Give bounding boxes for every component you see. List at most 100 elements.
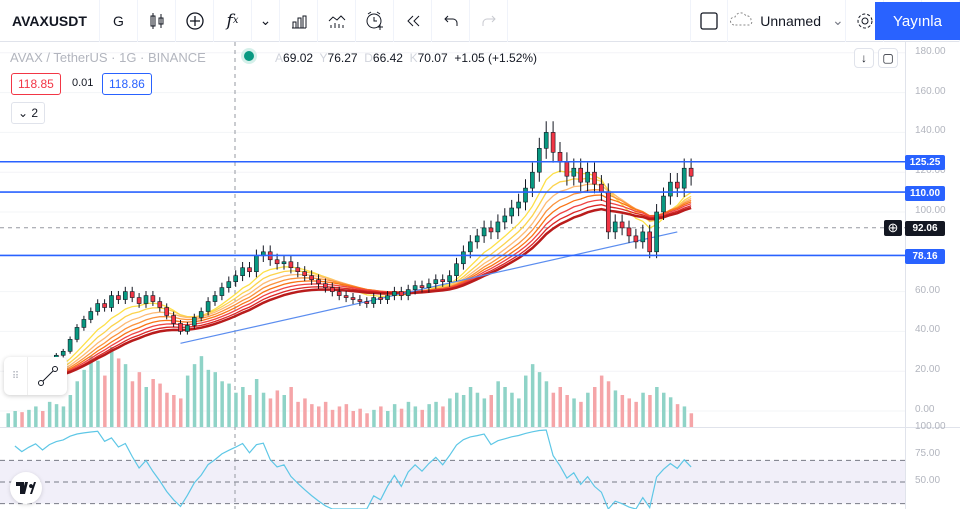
- volume-bar: [103, 375, 107, 427]
- volume-bar: [675, 404, 680, 427]
- volume-bar: [468, 387, 473, 427]
- volume-bar: [572, 398, 576, 427]
- volume-bar: [254, 379, 259, 427]
- open-value: 69.02: [283, 51, 314, 65]
- price-axis-label: 140.00: [915, 125, 946, 137]
- candle-body: [357, 299, 363, 302]
- candle-body: [647, 231, 653, 253]
- interval-button[interactable]: G: [100, 0, 138, 42]
- volume-bar: [372, 409, 376, 427]
- volume-bar: [185, 375, 190, 427]
- symbol-legend[interactable]: AVAX / TetherUS · 1G · BINANCE: [10, 50, 206, 65]
- candle-body: [95, 303, 100, 312]
- candle-body: [157, 301, 163, 308]
- undo-icon[interactable]: [432, 0, 470, 42]
- market-status-dot: [244, 51, 254, 61]
- candle-body: [81, 319, 87, 328]
- rsi-line: [14, 429, 692, 509]
- ema-ribbon-line: [35, 194, 692, 380]
- add-compare-icon[interactable]: [176, 0, 214, 42]
- candle-body: [274, 259, 280, 265]
- volume-bar: [296, 401, 300, 427]
- drag-handle-icon[interactable]: ⠿: [4, 357, 28, 395]
- redo-icon[interactable]: [470, 0, 508, 42]
- publish-button[interactable]: Yayınla: [875, 2, 960, 40]
- candle-body: [254, 255, 259, 272]
- volume-bar: [530, 364, 535, 427]
- replay-icon[interactable]: [394, 0, 432, 42]
- volume-bar: [537, 372, 542, 427]
- candle-body: [495, 221, 501, 233]
- candle-body: [605, 191, 611, 233]
- candle-body: [654, 211, 659, 253]
- candle-body: [578, 167, 584, 183]
- volume-bar: [227, 383, 231, 427]
- candle-body: [378, 297, 383, 300]
- volume-bar: [682, 406, 687, 427]
- volume-bar: [220, 381, 224, 427]
- volume-bar: [192, 364, 197, 427]
- volume-bar: [330, 409, 335, 427]
- level-price-tag: 110.00: [905, 185, 945, 201]
- volume-bar: [579, 401, 583, 427]
- trend-line-tool-icon[interactable]: [28, 357, 67, 395]
- volume-bar: [20, 412, 24, 427]
- add-alert-plus-icon[interactable]: ⊕: [884, 219, 902, 236]
- volume-bar: [248, 395, 252, 427]
- collapse-indicators-button[interactable]: ⌄ 2: [11, 102, 46, 124]
- sell-price[interactable]: 118.85: [11, 73, 61, 95]
- volume-bar: [427, 404, 431, 427]
- templates-icon[interactable]: [280, 0, 318, 42]
- volume-bar: [165, 392, 169, 427]
- candle-body: [129, 291, 135, 298]
- tradingview-logo[interactable]: [10, 472, 42, 504]
- price-axis-label: 20.00: [915, 364, 941, 376]
- volume-bar: [130, 381, 135, 427]
- replay-compare-icon[interactable]: [318, 0, 356, 42]
- scroll-to-latest-button[interactable]: ↓: [854, 48, 874, 68]
- price-axis-label: 160.00: [915, 85, 946, 97]
- volume-bar: [599, 375, 604, 427]
- volume-bar: [172, 395, 176, 427]
- candle-body: [178, 323, 183, 332]
- close-value: 70.07: [417, 51, 448, 65]
- volume-bar: [261, 392, 266, 427]
- candle-body: [509, 207, 515, 217]
- volume-bar: [61, 406, 66, 427]
- symbol-search-button[interactable]: AVAXUSDT: [0, 0, 100, 42]
- candle-body: [433, 279, 439, 284]
- volume-bar: [351, 411, 355, 427]
- volume-bar: [268, 398, 273, 427]
- volume-bar: [241, 387, 245, 427]
- candle-body: [405, 289, 411, 296]
- volume-bar: [392, 404, 397, 427]
- buy-price[interactable]: 118.86: [102, 73, 152, 95]
- candle-body: [419, 285, 425, 288]
- volume-bar: [448, 398, 452, 427]
- volume-bar: [47, 401, 52, 427]
- templates-dropdown-icon[interactable]: ⌄: [252, 0, 280, 42]
- candle-body: [661, 195, 666, 213]
- candle-body: [536, 148, 542, 173]
- maximize-pane-button[interactable]: ▢: [878, 48, 898, 68]
- price-chart[interactable]: [0, 42, 960, 509]
- candle-body: [336, 291, 342, 296]
- volume-bar: [123, 364, 128, 427]
- layout-name-button[interactable]: Unnamed ⌄: [728, 0, 846, 42]
- candles-icon[interactable]: [138, 0, 176, 42]
- select-box-icon[interactable]: [690, 0, 728, 42]
- volume-bar: [620, 395, 625, 427]
- candle-body: [392, 291, 397, 296]
- candle-body: [550, 132, 556, 153]
- volume-bar: [275, 390, 280, 427]
- candle-body: [212, 295, 218, 302]
- volume-bar: [399, 408, 404, 427]
- candle-body: [281, 261, 287, 265]
- candle-body: [226, 281, 232, 288]
- candle-body: [481, 227, 487, 237]
- alert-icon[interactable]: [356, 0, 394, 42]
- volume-bar: [627, 398, 631, 427]
- candle-body: [288, 261, 294, 269]
